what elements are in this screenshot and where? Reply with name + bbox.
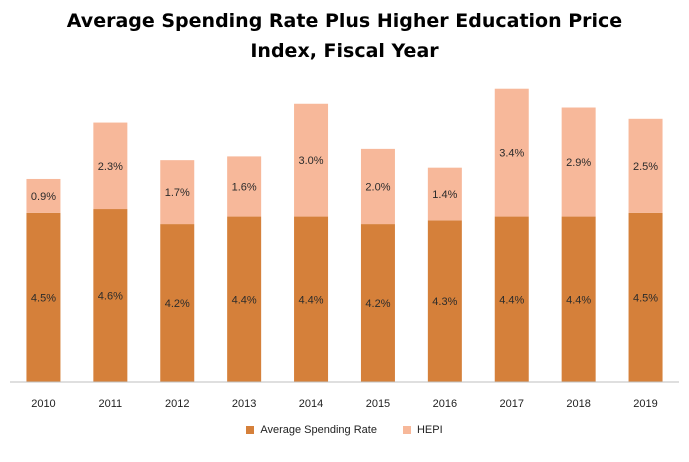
legend-swatch-hepi <box>402 426 411 434</box>
legend-item-spending-rate: Average Spending Rate <box>246 424 377 436</box>
bar-spending-rate-2015 <box>360 224 395 382</box>
data-label-hepi-2010: 0.9% <box>31 191 56 203</box>
data-label-spending-rate-2014: 4.4% <box>299 294 324 306</box>
data-label-spending-rate-2013: 4.4% <box>232 294 257 306</box>
bar-hepi-2012 <box>160 160 195 225</box>
x-tick-label-2015: 2015 <box>366 398 390 410</box>
data-label-hepi-2011: 2.3% <box>98 161 123 173</box>
bar-spending-rate-2018 <box>561 216 596 382</box>
x-tick-label-2014: 2014 <box>299 398 323 410</box>
bar-hepi-2010 <box>26 178 61 213</box>
data-label-spending-rate-2018: 4.4% <box>566 294 591 306</box>
bar-spending-rate-2019 <box>628 212 663 382</box>
bar-spending-rate-2013 <box>227 216 262 382</box>
x-tick-label-2012: 2012 <box>165 398 189 410</box>
data-label-spending-rate-2015: 4.2% <box>365 298 390 310</box>
data-label-spending-rate-2016: 4.3% <box>432 296 457 308</box>
bar-hepi-2013 <box>227 156 262 217</box>
data-label-hepi-2014: 3.0% <box>299 155 324 167</box>
x-tick-label-2017: 2017 <box>500 398 524 410</box>
legend: Average Spending Rate HEPI <box>0 424 689 436</box>
data-label-hepi-2016: 1.4% <box>432 189 457 201</box>
bar-spending-rate-2014 <box>294 216 329 382</box>
legend-item-hepi: HEPI <box>402 424 443 436</box>
x-tick-label-2016: 2016 <box>433 398 457 410</box>
chart-title: Average Spending Rate Plus Higher Educat… <box>66 10 623 62</box>
bar-hepi-2017 <box>494 88 529 217</box>
data-label-spending-rate-2012: 4.2% <box>165 298 190 310</box>
data-label-hepi-2012: 1.7% <box>165 187 190 199</box>
bar-hepi-2015 <box>360 148 395 225</box>
data-label-hepi-2013: 1.6% <box>232 181 257 193</box>
bar-hepi-2018 <box>561 107 596 217</box>
data-label-spending-rate-2010: 4.5% <box>31 292 56 304</box>
data-label-spending-rate-2019: 4.5% <box>633 292 658 304</box>
x-tick-label-2010: 2010 <box>31 398 55 410</box>
bar-hepi-2011 <box>93 122 128 210</box>
bar-hepi-2014 <box>294 103 329 217</box>
bar-spending-rate-2012 <box>160 224 195 382</box>
data-label-hepi-2019: 2.5% <box>633 161 658 173</box>
data-label-spending-rate-2011: 4.6% <box>98 291 123 303</box>
x-tick-label-2013: 2013 <box>232 398 256 410</box>
x-tick-label-2011: 2011 <box>99 398 123 410</box>
bar-spending-rate-2016 <box>427 220 462 382</box>
legend-label-hepi: HEPI <box>416 424 443 436</box>
data-label-hepi-2015: 2.0% <box>365 181 390 193</box>
x-tick-label-2019: 2019 <box>633 398 657 410</box>
bar-spending-rate-2017 <box>494 216 529 382</box>
data-label-hepi-2018: 2.9% <box>566 157 591 169</box>
data-label-hepi-2017: 3.4% <box>499 148 524 160</box>
bar-hepi-2016 <box>427 167 462 221</box>
bar-hepi-2019 <box>628 118 663 213</box>
bar-spending-rate-2011 <box>93 209 128 382</box>
x-tick-label-2018: 2018 <box>566 398 590 410</box>
bar-spending-rate-2010 <box>26 212 61 382</box>
legend-swatch-spending-rate <box>246 426 255 434</box>
data-label-spending-rate-2017: 4.4% <box>499 294 524 306</box>
legend-label-spending-rate: Average Spending Rate <box>260 424 377 436</box>
